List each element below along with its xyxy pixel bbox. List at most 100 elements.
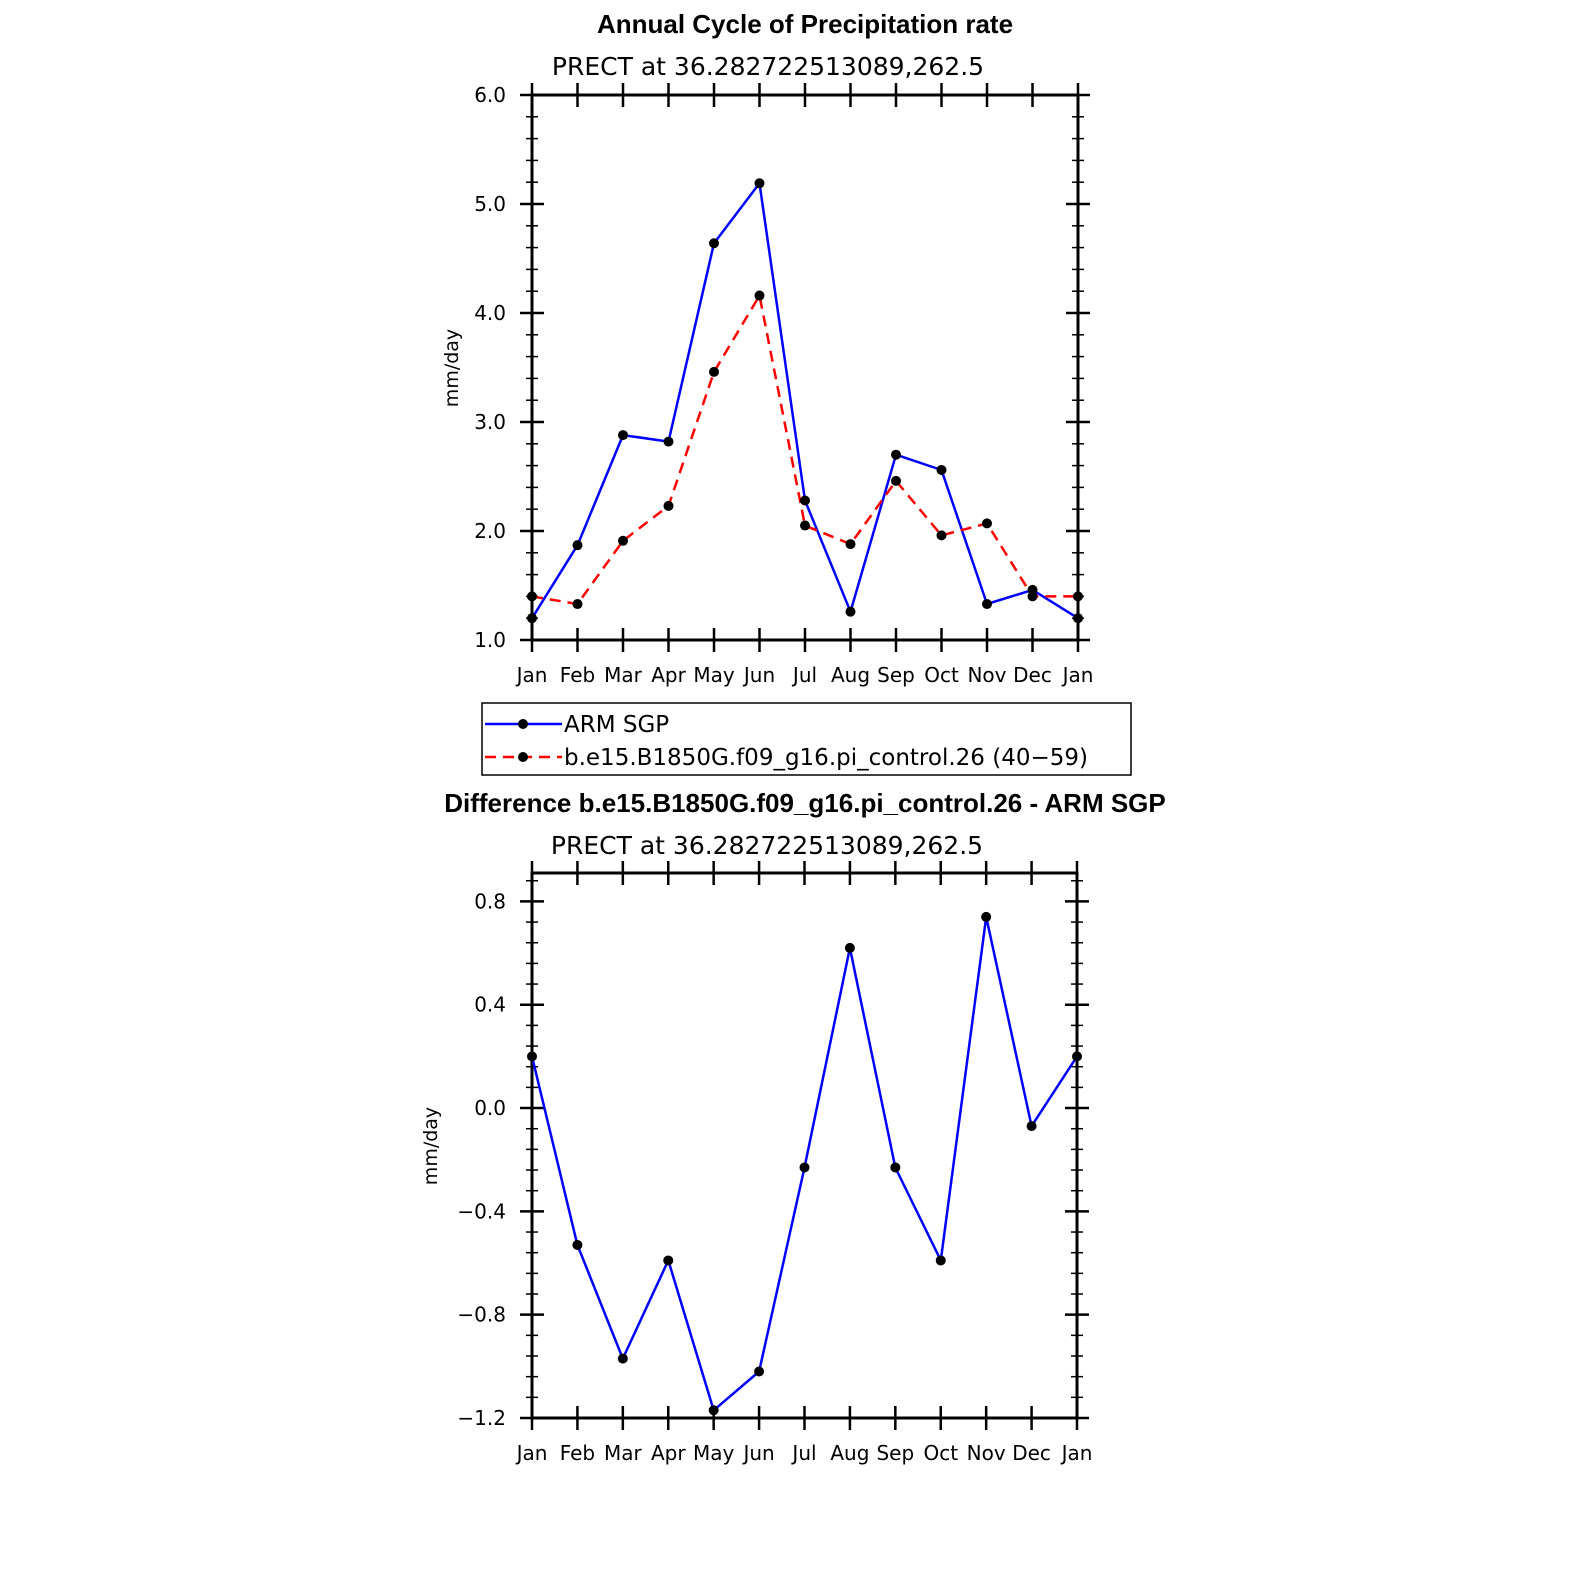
x-tick-label: Oct: [923, 1441, 958, 1465]
data-point-series-1: [527, 591, 537, 602]
x-tick-label: Aug: [830, 1441, 869, 1465]
x-tick-label: Jun: [742, 663, 775, 687]
y-tick-label: 3.0: [474, 410, 506, 434]
x-tick-label: Jan: [515, 1441, 548, 1465]
y-tick-label: 0.4: [474, 993, 506, 1017]
x-tick-label: Nov: [967, 663, 1006, 687]
x-tick-label: Sep: [877, 663, 915, 687]
data-point-series-0: [1073, 613, 1083, 624]
x-tick-label: Apr: [651, 663, 686, 687]
y-tick-labels: 1.0 2.0 3.0 4.0 5.0 6.0: [474, 83, 506, 652]
data-point-series-1: [936, 530, 947, 541]
legend-label-arm-sgp: ARM SGP: [564, 712, 669, 738]
data-point-series-0: [982, 599, 992, 610]
legend-marker-model: [518, 752, 528, 762]
data-point-series-0: [527, 613, 537, 624]
plot-frame: [530, 93, 1080, 642]
data-point-series-0: [890, 1162, 901, 1173]
data-point-series-0: [572, 540, 583, 551]
x-tick-label: Dec: [1013, 663, 1052, 687]
x-tick-label: May: [693, 663, 735, 687]
data-point-series-0: [617, 1353, 628, 1364]
x-tick-label: Jun: [741, 1441, 774, 1465]
data-point-series-1: [800, 520, 810, 531]
y-tick-label: −0.4: [457, 1199, 506, 1223]
chart-title: Annual Cycle of Precipitation rate: [597, 9, 1013, 39]
x-tick-label: Jul: [791, 663, 817, 687]
legend-label-model: b.e15.B1850G.f09_g16.pi_control.26 (40−5…: [564, 745, 1088, 771]
series-layer: [527, 178, 1083, 624]
annual-cycle-chart: Annual Cycle of Precipitation rate PRECT…: [441, 9, 1093, 687]
data-point-series-0: [981, 911, 992, 922]
x-tick-label: Feb: [560, 1441, 595, 1465]
x-tick-label: Oct: [924, 663, 959, 687]
data-point-series-0: [572, 1239, 583, 1250]
y-tick-label: −0.8: [457, 1303, 506, 1327]
plot-frame: [530, 871, 1079, 1420]
x-tick-label: Jan: [1061, 663, 1094, 687]
data-point-series-1: [1027, 591, 1038, 602]
y-axis-label: mm/day: [420, 1107, 442, 1185]
data-point-series-1: [572, 599, 583, 610]
y-tick-label: 1.0: [474, 628, 506, 652]
data-point-series-0: [618, 430, 628, 441]
x-tick-label: May: [693, 1441, 735, 1465]
data-point-series-1: [845, 539, 856, 550]
x-tick-label: Aug: [831, 663, 870, 687]
axis-ticks: [520, 861, 1089, 1430]
data-point-series-1: [754, 290, 765, 301]
y-tick-label: −1.2: [457, 1406, 506, 1430]
legend-marker-arm-sgp: [518, 719, 528, 729]
chart-title: Difference b.e15.B1850G.f09_g16.pi_contr…: [444, 788, 1166, 818]
y-tick-label: 5.0: [474, 192, 506, 216]
x-tick-labels: Jan Feb Mar Apr May Jun Jul Aug Sep Oct Nov Dec Jan: [515, 1441, 1093, 1465]
x-tick-label: Nov: [967, 1441, 1006, 1465]
data-point-series-0: [935, 1255, 946, 1266]
series-layer: [527, 911, 1082, 1416]
data-point-series-1: [709, 366, 719, 377]
data-point-series-0: [844, 942, 855, 953]
chart-subtitle: PRECT at 36.282722513089,262.5: [552, 52, 984, 81]
data-point-series-0: [754, 178, 765, 189]
y-tick-label: 4.0: [474, 301, 506, 325]
series-line-1: [531, 294, 1078, 606]
x-tick-label: Feb: [560, 663, 595, 687]
data-point-series-1: [982, 518, 992, 529]
x-tick-label: Jul: [790, 1441, 816, 1465]
x-tick-labels: Jan Feb Mar Apr May Jun Jul Aug Sep Oct Nov Dec Jan: [515, 663, 1094, 687]
data-point-series-0: [799, 1162, 810, 1173]
x-tick-label: Apr: [651, 1441, 686, 1465]
data-point-series-0: [754, 1366, 765, 1377]
data-point-series-0: [1072, 1051, 1082, 1062]
x-tick-label: Sep: [876, 1441, 914, 1465]
data-point-series-0: [708, 1405, 719, 1416]
chart-subtitle: PRECT at 36.282722513089,262.5: [551, 831, 983, 860]
y-tick-labels: −1.2 −0.8 −0.4 0.0 0.4 0.8: [457, 889, 506, 1430]
x-tick-label: Jan: [515, 663, 548, 687]
data-point-series-0: [527, 1051, 537, 1062]
data-point-series-0: [800, 495, 810, 506]
y-tick-label: 6.0: [474, 83, 506, 107]
y-tick-label: 2.0: [474, 519, 506, 543]
y-tick-label: 0.8: [474, 889, 506, 913]
legend: ARM SGP b.e15.B1850G.f09_g16.pi_control.…: [481, 702, 1132, 776]
difference-chart: Difference b.e15.B1850G.f09_g16.pi_contr…: [420, 788, 1166, 1465]
data-point-series-1: [663, 500, 674, 511]
data-point-series-0: [663, 1255, 674, 1266]
x-tick-label: Mar: [604, 663, 643, 687]
x-tick-label: Jan: [1060, 1441, 1093, 1465]
data-point-series-0: [845, 606, 856, 617]
data-point-series-0: [663, 436, 674, 447]
x-tick-label: Dec: [1012, 1441, 1051, 1465]
data-point-series-1: [891, 475, 901, 486]
data-point-series-0: [891, 449, 901, 460]
y-tick-label: 0.0: [474, 1096, 506, 1120]
data-point-series-1: [618, 535, 628, 546]
x-tick-label: Mar: [604, 1441, 643, 1465]
data-point-series-0: [936, 464, 947, 475]
data-point-series-1: [1073, 591, 1083, 602]
legend-box: [481, 702, 1132, 776]
data-point-series-0: [709, 238, 719, 249]
y-axis-label: mm/day: [441, 329, 463, 407]
